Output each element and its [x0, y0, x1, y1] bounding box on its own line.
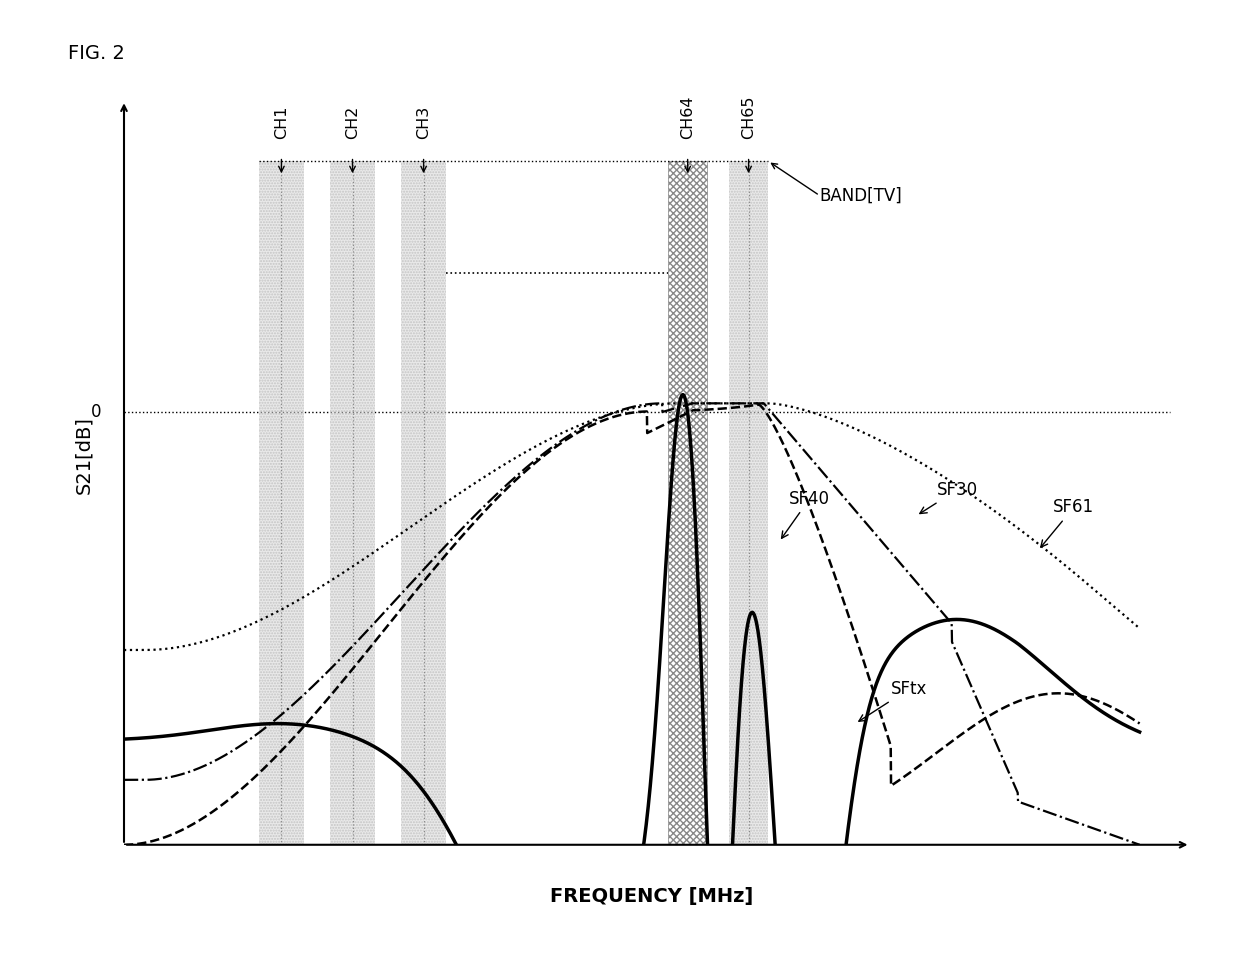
Text: 0: 0	[92, 403, 102, 421]
Text: S21[dB]: S21[dB]	[74, 417, 93, 494]
Text: CH64: CH64	[681, 96, 696, 139]
Bar	[401, 161, 446, 845]
Text: CH2: CH2	[345, 106, 360, 139]
Text: FREQUENCY [MHz]: FREQUENCY [MHz]	[551, 887, 754, 906]
Text: SFtx: SFtx	[859, 680, 928, 721]
Text: CH3: CH3	[417, 106, 432, 139]
Text: SF40: SF40	[781, 489, 831, 538]
Text: CH65: CH65	[742, 96, 756, 139]
Bar	[259, 161, 304, 845]
Bar	[330, 161, 376, 845]
Text: SF30: SF30	[920, 481, 977, 514]
Text: BAND[TV]: BAND[TV]	[820, 186, 903, 205]
Text: CH1: CH1	[274, 106, 289, 139]
Bar	[729, 161, 768, 845]
Text: FIG. 2: FIG. 2	[68, 44, 125, 63]
Bar	[668, 161, 707, 845]
Text: SF61: SF61	[1040, 498, 1095, 547]
